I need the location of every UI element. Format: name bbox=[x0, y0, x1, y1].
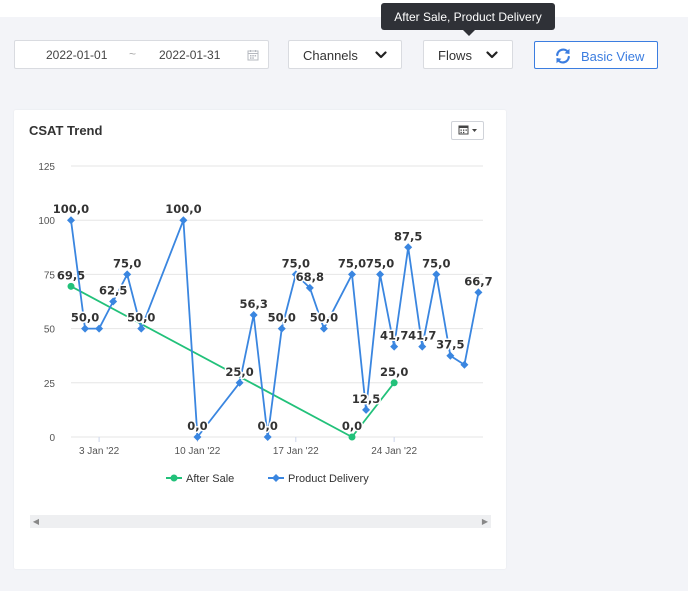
data-point bbox=[81, 324, 90, 333]
y-tick-label: 75 bbox=[44, 270, 56, 281]
basic-view-label: Basic View bbox=[581, 49, 645, 64]
x-tick-label: 17 Jan '22 bbox=[273, 446, 319, 457]
y-tick-label: 125 bbox=[38, 162, 55, 173]
data-label: 41,7 bbox=[380, 329, 408, 343]
chart-scrollbar[interactable]: ◀ ▶ bbox=[30, 515, 491, 528]
data-label: 75,0 bbox=[282, 256, 310, 270]
data-point bbox=[193, 433, 202, 441]
data-point bbox=[123, 270, 132, 279]
channels-label: Channels bbox=[303, 48, 358, 63]
data-label: 100,0 bbox=[165, 202, 201, 216]
data-label: 75,0 bbox=[422, 256, 450, 270]
data-point bbox=[432, 270, 441, 279]
data-point bbox=[109, 297, 118, 306]
data-label: 25,0 bbox=[380, 365, 408, 379]
chevron-down-icon bbox=[375, 51, 387, 59]
data-label: 56,3 bbox=[239, 297, 267, 311]
top-bar bbox=[0, 0, 688, 17]
data-point bbox=[263, 433, 272, 441]
data-point bbox=[390, 379, 398, 387]
data-point bbox=[137, 324, 146, 333]
date-separator: ~ bbox=[129, 47, 137, 61]
tooltip-arrow bbox=[463, 30, 475, 36]
data-label: 0,0 bbox=[342, 419, 362, 433]
data-label: 0,0 bbox=[187, 419, 207, 433]
data-point bbox=[474, 288, 483, 297]
flows-tooltip: After Sale, Product Delivery bbox=[381, 3, 555, 30]
data-point bbox=[446, 351, 455, 360]
data-point bbox=[291, 270, 300, 279]
flows-label: Flows bbox=[438, 48, 472, 63]
card-title: CSAT Trend bbox=[29, 123, 103, 138]
data-label: 50,0 bbox=[310, 311, 338, 325]
date-end-value[interactable]: 2022-01-31 bbox=[159, 48, 221, 62]
chart-menu-button[interactable] bbox=[451, 121, 484, 140]
data-label: 50,0 bbox=[127, 311, 155, 325]
data-point bbox=[95, 324, 104, 333]
data-label: 41,7 bbox=[408, 329, 436, 343]
data-point bbox=[348, 433, 356, 441]
date-start-value[interactable]: 2022-01-01 bbox=[46, 48, 108, 62]
data-label: 50,0 bbox=[268, 311, 296, 325]
data-label: 62,5 bbox=[99, 284, 127, 298]
data-label: 69,5 bbox=[57, 268, 85, 282]
series-line bbox=[70, 285, 395, 438]
sync-icon bbox=[556, 48, 570, 64]
data-point bbox=[390, 342, 399, 351]
data-point bbox=[67, 282, 75, 290]
data-point bbox=[67, 216, 75, 225]
data-label: 50,0 bbox=[71, 311, 99, 325]
data-point bbox=[249, 310, 258, 319]
data-label: 25,0 bbox=[225, 365, 253, 379]
calendar-dropdown-icon bbox=[458, 125, 477, 135]
y-tick-label: 25 bbox=[44, 379, 56, 390]
x-tick-label: 24 Jan '22 bbox=[371, 446, 417, 457]
channels-dropdown[interactable]: Channels bbox=[288, 40, 402, 69]
scroll-right-arrow-icon[interactable]: ▶ bbox=[481, 517, 489, 526]
data-point bbox=[277, 324, 286, 333]
y-tick-label: 100 bbox=[38, 216, 55, 227]
y-tick-label: 50 bbox=[44, 325, 56, 336]
data-label: 100,0 bbox=[53, 202, 89, 216]
legend-marker bbox=[272, 474, 280, 482]
data-label: 75,0 bbox=[338, 256, 366, 270]
basic-view-button[interactable]: Basic View bbox=[534, 41, 658, 69]
scroll-left-arrow-icon[interactable]: ◀ bbox=[32, 517, 40, 526]
data-label: 37,5 bbox=[436, 338, 464, 352]
date-range-picker[interactable]: 2022-01-01 ~ 2022-01-31 bbox=[14, 40, 269, 69]
data-point bbox=[376, 270, 385, 279]
flows-dropdown[interactable]: Flows bbox=[423, 40, 513, 69]
x-tick-label: 10 Jan '22 bbox=[175, 446, 221, 457]
data-point bbox=[319, 324, 328, 333]
legend-label[interactable]: After Sale bbox=[186, 473, 234, 485]
y-tick-label: 0 bbox=[49, 433, 55, 444]
data-label: 75,0 bbox=[113, 256, 141, 270]
data-label: 68,8 bbox=[296, 270, 324, 284]
csat-trend-card: CSAT Trend 0 25 50 75 100 125 3 Jan '22 10 Jan … bbox=[14, 110, 506, 569]
data-label: 12,5 bbox=[352, 392, 380, 406]
data-label: 66,7 bbox=[464, 274, 492, 288]
data-point bbox=[418, 342, 427, 351]
data-point bbox=[362, 405, 371, 414]
data-point bbox=[179, 216, 188, 225]
csat-trend-chart: 0 25 50 75 100 125 3 Jan '22 10 Jan '22 17 Jan '… bbox=[38, 162, 494, 485]
legend-marker bbox=[170, 474, 178, 482]
legend-label[interactable]: Product Delivery bbox=[288, 473, 369, 485]
x-tick-label: 3 Jan '22 bbox=[79, 446, 120, 457]
data-point bbox=[404, 243, 413, 252]
data-label: 75,0 bbox=[366, 256, 394, 270]
data-label: 87,5 bbox=[394, 229, 422, 243]
chevron-down-icon bbox=[486, 51, 498, 59]
data-point bbox=[348, 270, 356, 279]
data-point bbox=[305, 283, 314, 292]
data-point bbox=[460, 360, 469, 369]
data-point bbox=[235, 378, 244, 387]
calendar-icon[interactable] bbox=[247, 49, 259, 61]
data-label: 0,0 bbox=[258, 419, 278, 433]
